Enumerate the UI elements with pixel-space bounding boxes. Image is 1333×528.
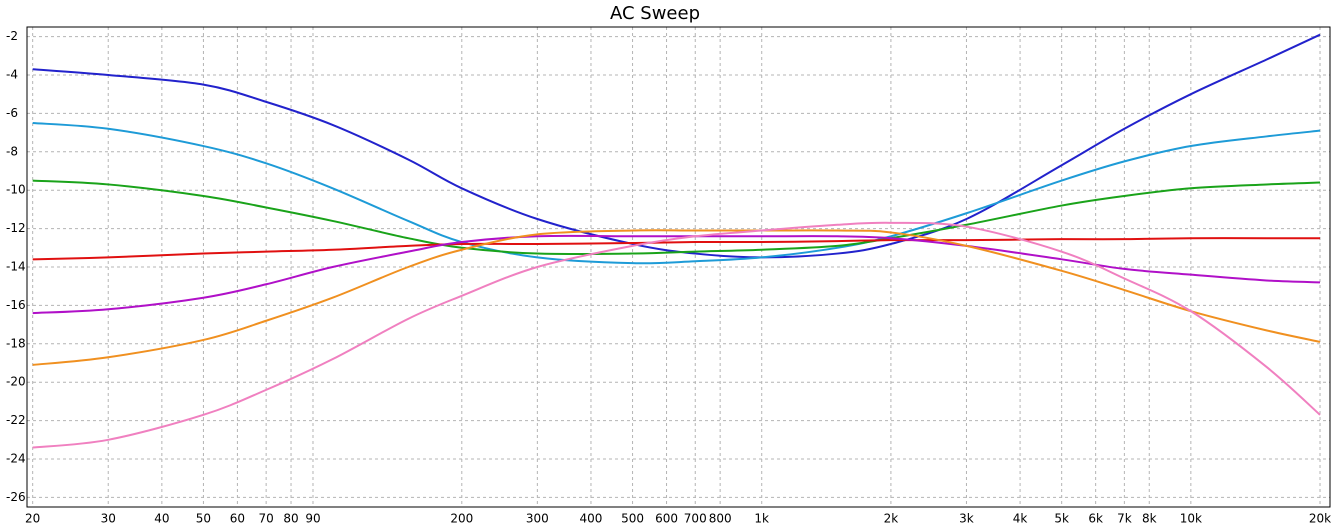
x-tick-label: 50: [196, 512, 211, 526]
x-tick-label: 6k: [1088, 512, 1103, 526]
series-line: [32, 33, 1321, 259]
x-tick-label: 90: [305, 512, 320, 526]
plot-frame: [26, 26, 1331, 508]
y-tick-label: -26: [6, 490, 26, 504]
x-tick-label: 4k: [1013, 512, 1028, 526]
chart-title: AC Sweep: [610, 3, 700, 24]
x-tick-label: 60: [230, 512, 245, 526]
series-line: [32, 229, 1321, 366]
x-tick-label: 80: [283, 512, 298, 526]
y-tick-label: -14: [6, 260, 26, 274]
y-tick-label: -12: [6, 221, 26, 235]
x-tick-label: 20: [25, 512, 40, 526]
series-line: [32, 237, 1321, 261]
series-line: [32, 234, 1321, 315]
x-tick-label: 200: [450, 512, 473, 526]
y-tick-label: -20: [6, 375, 26, 389]
x-tick-label: 7k: [1117, 512, 1132, 526]
y-tick-label: -16: [6, 298, 26, 312]
grid: [27, 27, 1330, 507]
x-tick-label: 800: [709, 512, 732, 526]
x-tick-label: 8k: [1142, 512, 1157, 526]
x-tick-label: 20k: [1309, 512, 1331, 526]
x-tick-label: 3k: [959, 512, 974, 526]
x-tick-label: 700: [684, 512, 707, 526]
y-tick-label: -4: [6, 68, 18, 82]
curves: [32, 33, 1321, 449]
y-tick-label: -8: [6, 144, 18, 158]
y-tick-label: -18: [6, 336, 26, 350]
x-tick-label: 400: [580, 512, 603, 526]
x-tick-label: 600: [655, 512, 678, 526]
series-line: [32, 122, 1321, 265]
x-tick-label: 2k: [884, 512, 899, 526]
labels: -2 -4 -6 -8 -10 -12 -14 -16 -18 -20 -22 -24 -26 20 30 4…: [6, 29, 1331, 525]
y-tick-label: -2: [6, 29, 18, 43]
x-tick-label: 40: [154, 512, 169, 526]
series-line: [32, 221, 1321, 449]
series-line: [32, 179, 1321, 256]
x-tick-label: 1k: [754, 512, 769, 526]
y-tick-label: -10: [6, 183, 26, 197]
x-tick-label: 300: [526, 512, 549, 526]
x-tick-label: 30: [101, 512, 116, 526]
y-tick-label: -22: [6, 413, 26, 427]
y-tick-label: -6: [6, 106, 18, 120]
x-tick-label: 10k: [1180, 512, 1202, 526]
x-tick-label: 5k: [1054, 512, 1069, 526]
x-tick-label: 500: [621, 512, 644, 526]
y-tick-label: -24: [6, 452, 26, 466]
x-tick-label: 70: [259, 512, 274, 526]
